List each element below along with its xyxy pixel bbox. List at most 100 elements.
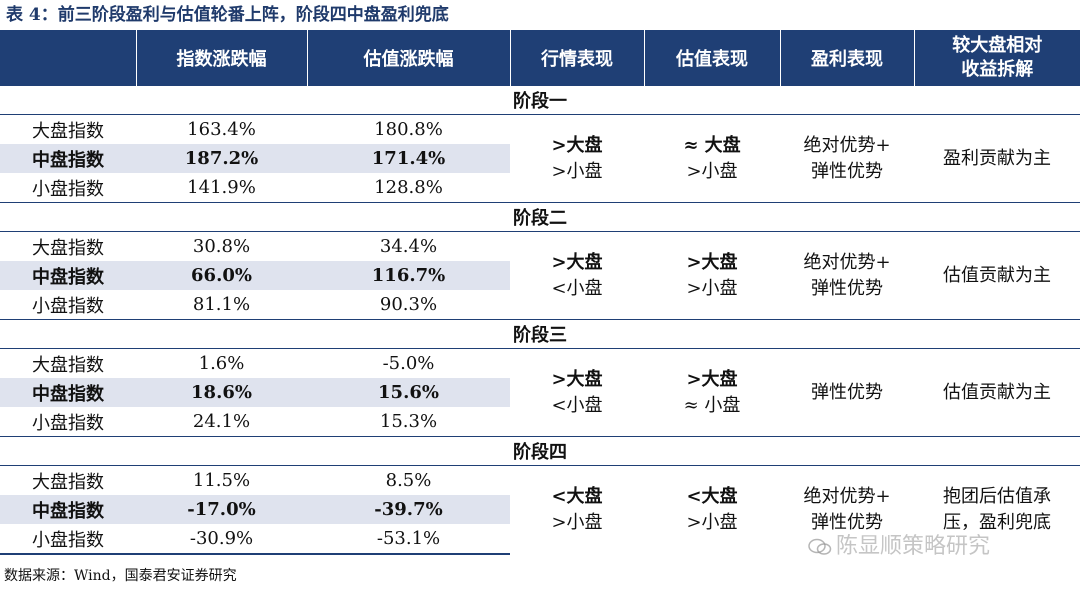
valuation-performance: ≈ 大盘 >小盘 xyxy=(644,115,780,203)
profit-performance-line2: 弹性优势 xyxy=(811,277,883,299)
header-index-change: 指数涨跌幅 xyxy=(135,30,307,86)
stage-title: 阶段一 xyxy=(0,85,1080,115)
market-performance-line2: >小盘 xyxy=(551,512,603,533)
valuation-change-value: 8.5% xyxy=(385,470,432,491)
index-name: 中盘指数 xyxy=(0,261,136,290)
stage-title: 阶段三 xyxy=(0,319,1080,349)
index-name: 小盘指数 xyxy=(0,524,136,555)
valuation-performance: >大盘 ≈ 小盘 xyxy=(644,349,780,437)
valuation-change-value: -53.1% xyxy=(307,524,510,555)
profit-performance-line1: 绝对优势+ xyxy=(803,486,891,507)
index-change-value: 163.4% xyxy=(187,119,256,140)
market-performance-line1: <大盘 xyxy=(551,486,603,507)
relative-return-breakdown-line2: 压，盈利兜底 xyxy=(943,512,1051,533)
market-performance-line1: >大盘 xyxy=(551,134,603,156)
relative-return-breakdown-line1: 盈利贡献为主 xyxy=(943,147,1051,169)
header-relative-return-line1: 较大盘相对 xyxy=(952,34,1043,56)
table-row: 中盘指数 66.0% 116.7% xyxy=(0,261,1080,290)
valuation-performance-line2: >小盘 xyxy=(686,160,738,182)
valuation-change-value: 15.6% xyxy=(307,378,510,407)
market-performance-line2: <小盘 xyxy=(551,394,603,416)
table-row: 大盘指数 1.6% -5.0% >大盘 <小盘 >大盘 ≈ 小盘 弹性优势 估值贡献为主 xyxy=(0,349,1080,416)
market-performance: >大盘 <小盘 xyxy=(510,349,644,437)
header-index xyxy=(0,30,136,86)
valuation-performance-line1: >大盘 xyxy=(686,251,738,273)
table-row: 中盘指数 187.2% 171.4% xyxy=(0,144,1080,173)
profit-performance-line1: 弹性优势 xyxy=(811,381,883,403)
relative-return-breakdown: 抱团后估值承 压，盈利兜底 xyxy=(914,466,1080,555)
data-source: 数据来源：Wind，国泰君安证券研究 xyxy=(4,568,237,584)
stage-header-row: 阶段三 xyxy=(0,319,1080,349)
valuation-change-value: 15.3% xyxy=(379,411,438,432)
header-market-performance: 行情表现 xyxy=(509,30,644,86)
table-title: 表 4：前三阶段盈利与估值轮番上阵，阶段四中盘盈利兜底 xyxy=(6,5,449,25)
index-name: 小盘指数 xyxy=(32,412,104,434)
relative-return-breakdown: 估值贡献为主 xyxy=(914,232,1080,320)
table-row: 中盘指数 18.6% 15.6% xyxy=(0,378,1080,407)
valuation-change-value: 34.4% xyxy=(379,236,438,257)
valuation-performance: >大盘 >小盘 xyxy=(644,232,780,320)
index-name: 大盘指数 xyxy=(32,120,104,142)
valuation-change-value: 90.3% xyxy=(379,294,438,315)
valuation-change-value: 180.8% xyxy=(374,119,443,140)
valuation-performance-line1: <大盘 xyxy=(686,486,738,507)
index-change-value: 141.9% xyxy=(187,177,256,198)
table-row: 小盘指数 24.1% 15.3% xyxy=(0,407,1080,437)
index-change-value: 81.1% xyxy=(192,294,251,315)
profit-performance-line2: 弹性优势 xyxy=(811,512,883,533)
relative-return-breakdown-line1: 估值贡献为主 xyxy=(943,264,1051,286)
valuation-performance-line1: >大盘 xyxy=(686,368,738,390)
index-change-value: 11.5% xyxy=(192,470,251,491)
watermark-text: 陈显顺策略研究 xyxy=(836,534,991,559)
valuation-performance-line2: >小盘 xyxy=(686,512,738,533)
stage-comparison-table: 指数涨跌幅 估值涨跌幅 行情表现 估值表现 盈利表现 较大盘相对 收益拆解 阶段… xyxy=(0,30,1080,555)
market-performance-line1: >大盘 xyxy=(551,251,603,273)
index-name: 大盘指数 xyxy=(32,471,104,493)
valuation-change-value: 116.7% xyxy=(307,261,510,290)
index-name: 小盘指数 xyxy=(32,178,104,200)
index-name: 中盘指数 xyxy=(0,495,136,524)
stage-title: 阶段二 xyxy=(0,202,1080,232)
stage-header-row: 阶段四 xyxy=(0,436,1080,466)
stage-title: 阶段四 xyxy=(0,436,1080,466)
stage-header-row: 阶段一 xyxy=(0,85,1080,115)
valuation-performance-line2: >小盘 xyxy=(686,277,738,299)
market-performance: >大盘 <小盘 xyxy=(510,232,644,320)
profit-performance: 弹性优势 xyxy=(780,349,914,437)
market-performance: >大盘 >小盘 xyxy=(510,115,644,203)
header-profit-performance: 盈利表现 xyxy=(779,30,914,86)
market-performance-line1: >大盘 xyxy=(551,368,603,390)
index-change-value: -17.0% xyxy=(136,495,307,524)
profit-performance: 绝对优势+ 弹性优势 xyxy=(780,115,914,203)
relative-return-breakdown: 估值贡献为主 xyxy=(914,349,1080,437)
relative-return-breakdown: 盈利贡献为主 xyxy=(914,115,1080,203)
table-row: 中盘指数 -17.0% -39.7% xyxy=(0,495,1080,524)
index-change-value: 30.8% xyxy=(192,236,251,257)
market-performance-line2: >小盘 xyxy=(551,160,603,182)
stage-header-row: 阶段二 xyxy=(0,202,1080,232)
table-row: 大盘指数 11.5% 8.5% <大盘 >小盘 <大盘 >小盘 绝对优势+ 弹性优势 抱团后估值承… xyxy=(0,466,1080,533)
index-name: 大盘指数 xyxy=(32,237,104,259)
valuation-performance-line2: ≈ 小盘 xyxy=(683,394,741,416)
table-row: 小盘指数 81.1% 90.3% xyxy=(0,290,1080,320)
header-relative-return: 较大盘相对 收益拆解 xyxy=(913,30,1080,86)
valuation-change-value: -39.7% xyxy=(307,495,510,524)
table-row: 大盘指数 163.4% 180.8% >大盘 >小盘 ≈ 大盘 >小盘 绝对优势+ 弹性优势 盈利… xyxy=(0,115,1080,182)
index-change-value: 24.1% xyxy=(192,411,251,432)
index-change-value: 1.6% xyxy=(198,353,245,374)
table-row: 小盘指数 141.9% 128.8% xyxy=(0,173,1080,203)
index-name: 小盘指数 xyxy=(32,295,104,317)
header-valuation-change: 估值涨跌幅 xyxy=(306,30,510,86)
header-relative-return-line2: 收益拆解 xyxy=(961,58,1034,80)
profit-performance: 绝对优势+ 弹性优势 xyxy=(780,232,914,320)
profit-performance: 绝对优势+ 弹性优势 xyxy=(780,466,914,555)
profit-performance-line2: 弹性优势 xyxy=(811,160,883,182)
market-performance: <大盘 >小盘 xyxy=(510,466,644,555)
valuation-change-value: 171.4% xyxy=(307,144,510,173)
table-row: 大盘指数 30.8% 34.4% >大盘 <小盘 >大盘 >小盘 绝对优势+ 弹性优势 估值贡献为… xyxy=(0,232,1080,299)
relative-return-breakdown-line1: 抱团后估值承 xyxy=(943,486,1051,507)
profit-performance-line1: 绝对优势+ xyxy=(803,134,891,156)
profit-performance-line1: 绝对优势+ xyxy=(803,251,891,273)
valuation-change-value: -5.0% xyxy=(382,353,435,374)
index-change-value: 187.2% xyxy=(136,144,307,173)
